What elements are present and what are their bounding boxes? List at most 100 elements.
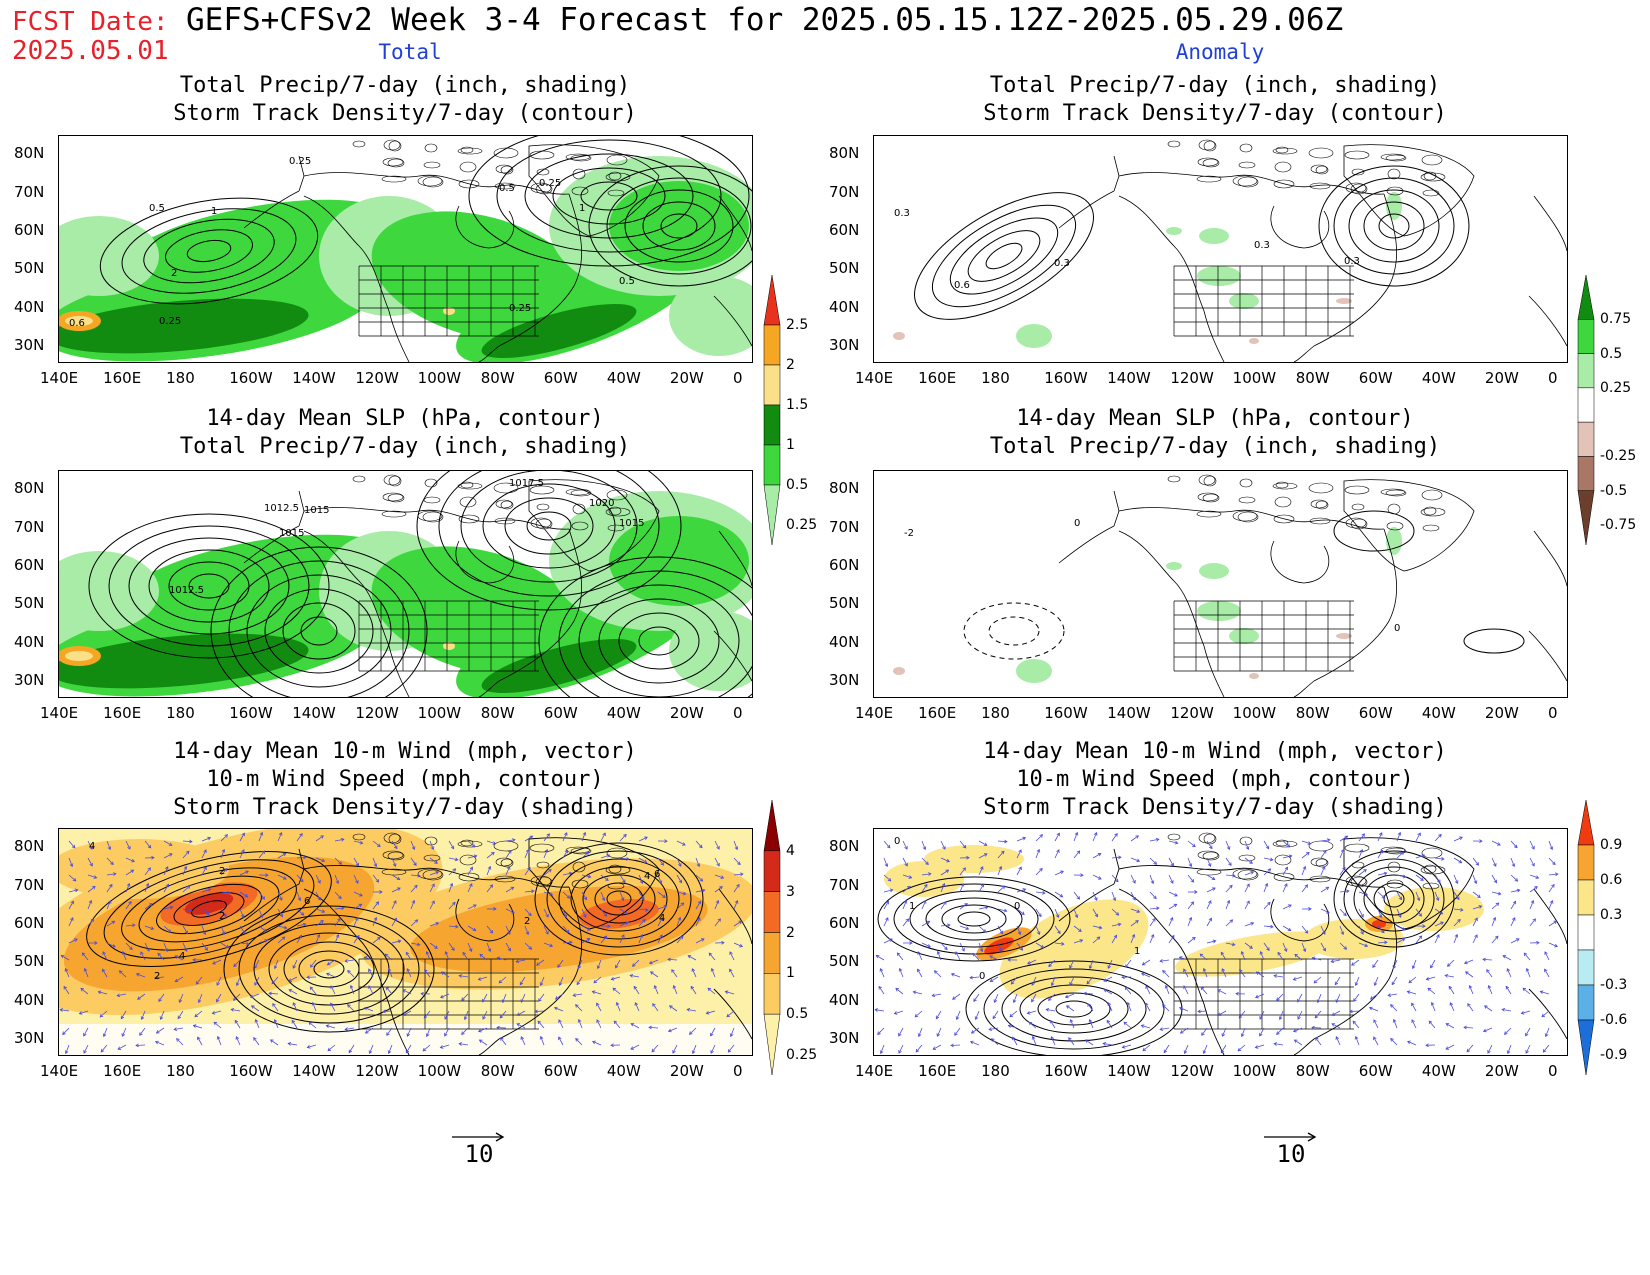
colorbar-tick-label: -0.6	[1600, 1012, 1628, 1028]
latitude-label: 80N	[829, 144, 860, 163]
colorbar-swatch	[763, 484, 781, 546]
latitude-label: 30N	[14, 1029, 45, 1048]
vector-reference-arrow-right	[1262, 1128, 1320, 1147]
colorbar-swatch	[1577, 490, 1595, 546]
contour-label: 0.3	[894, 208, 910, 219]
longitude-label: 140W	[292, 369, 336, 387]
contour-label: 0.25	[159, 316, 181, 327]
panel6-title-line3: Storm Track Density/7-day (shading)	[983, 795, 1447, 820]
colorbar-precip-anomaly: 0.75 0.5 0.25 -0.25 -0.5 -0.75	[1576, 275, 1650, 555]
contour-label: 0.25	[509, 303, 531, 314]
longitude-label: 140W	[292, 704, 336, 722]
longitude-label: 160E	[918, 1062, 957, 1080]
contour-label: 0.3	[1344, 256, 1360, 267]
longitude-label: 180	[166, 704, 195, 722]
longitude-label: 0	[1548, 704, 1558, 722]
longitude-label: 0	[1548, 1062, 1558, 1080]
contour-label: 6	[654, 869, 660, 880]
longitude-label: 120W	[355, 1062, 399, 1080]
colorbar-tick-label: 0.5	[1600, 345, 1623, 362]
contour-label: 0	[1014, 901, 1020, 912]
map-panel-precip-anomaly: 0.3 0.3 0.6 0.3 0.3	[873, 135, 1568, 363]
longitude-label: 160E	[103, 369, 142, 387]
map-panel-slp-anomaly: 0 -2 0	[873, 470, 1568, 698]
column-header-anomaly: Anomaly	[1175, 40, 1265, 64]
contour-label: 1	[1134, 946, 1140, 957]
column-header-total: Total	[378, 40, 442, 64]
longitude-label: 40W	[606, 704, 641, 722]
colorbar-tick-label: 1.5	[786, 397, 809, 413]
contour-label: 2	[524, 916, 530, 927]
latitude-label: 30N	[14, 671, 45, 690]
latitude-label: 70N	[829, 875, 860, 894]
longitude-label: 120W	[355, 704, 399, 722]
colorbar-swatch	[1577, 387, 1595, 423]
latitude-label: 70N	[14, 875, 45, 894]
panel3-title-line1: 14-day Mean SLP (hPa, contour)	[206, 406, 604, 431]
panel2-title-line1: Total Precip/7-day (inch, shading)	[989, 73, 1441, 98]
longitude-label: 60W	[543, 369, 578, 387]
colorbar-tick-label: 0.75	[1600, 311, 1632, 328]
longitude-label: 100W	[1232, 704, 1277, 722]
longitude-label: 20W	[1484, 1062, 1519, 1080]
latitude-label: 60N	[829, 220, 860, 239]
map-panel-wind-anomaly: 0 1 0 0 1	[873, 828, 1568, 1056]
colorbar-tick-label: 0.5	[786, 1006, 809, 1023]
colorbar-tick-label: -0.75	[1600, 517, 1637, 533]
map-panel-precip-total: 0.25 0.5 1 0.5 0.25 1 2 0.5 0.6 0.25 0.25	[58, 135, 753, 363]
longitude-label: 100W	[417, 369, 462, 387]
latitude-label: 80N	[829, 479, 860, 498]
longitude-label: 140E	[40, 369, 79, 387]
latitude-label: 70N	[14, 182, 45, 201]
vector-reference-arrow-left	[450, 1128, 508, 1147]
latitude-label: 60N	[14, 220, 45, 239]
longitude-label: 120W	[1170, 1062, 1214, 1080]
longitude-label: 160W	[1044, 704, 1088, 722]
colorbar-swatch	[1577, 1019, 1595, 1076]
longitude-label: 180	[166, 369, 195, 387]
longitude-label: 100W	[417, 1062, 462, 1080]
contour-label: 1012.5	[169, 585, 204, 596]
contour-label: 2	[219, 866, 225, 877]
longitude-label: 0	[733, 369, 743, 387]
latitude-label: 70N	[14, 517, 45, 536]
contour-label: -2	[904, 528, 914, 539]
contour-label: 0.3	[1054, 258, 1070, 269]
colorbar-swatch	[763, 364, 781, 406]
longitude-label: 40W	[606, 1062, 641, 1080]
contour-label: 0.6	[954, 280, 970, 291]
colorbar-tick-label: -0.25	[1600, 448, 1637, 465]
colorbar-tick-label: 0.6	[1600, 872, 1623, 888]
contour-label: 0	[979, 971, 985, 982]
latitude-label: 40N	[14, 632, 45, 651]
colorbar-swatch	[1577, 914, 1595, 951]
longitude-label: 160W	[229, 704, 273, 722]
colorbar-swatch	[1577, 844, 1595, 881]
vector-reference-value-left: 10	[464, 1140, 494, 1168]
contour-label: 0.5	[619, 276, 635, 287]
contour-label: 1	[211, 206, 217, 217]
panel5-title-line2: 10-m Wind Speed (mph, contour)	[206, 767, 604, 792]
colorbar-tick-label: 0.25	[786, 517, 818, 533]
colorbar-precip-total: 2.5 2 1.5 1 0.5 0.25	[762, 275, 822, 555]
latitude-label: 30N	[829, 336, 860, 355]
colorbar-swatch	[763, 275, 781, 326]
longitude-label: 160W	[229, 369, 273, 387]
panel6-title-line1: 14-day Mean 10-m Wind (mph, vector)	[983, 739, 1447, 764]
panel5-title-line3: Storm Track Density/7-day (shading)	[173, 795, 637, 820]
contour-label: 1015	[279, 528, 304, 539]
longitude-label: 160W	[1044, 369, 1088, 387]
latitude-label: 70N	[829, 517, 860, 536]
colorbar-tick-label: 1	[786, 437, 795, 453]
colorbar-swatch	[1577, 879, 1595, 916]
longitude-label: 40W	[606, 369, 641, 387]
panel1-title-line1: Total Precip/7-day (inch, shading)	[179, 73, 631, 98]
colorbar-tick-label: -0.9	[1600, 1047, 1628, 1063]
longitude-label: 80W	[1295, 704, 1330, 722]
latitude-label: 50N	[829, 952, 860, 971]
longitude-label: 120W	[1170, 704, 1214, 722]
colorbar-storm-anomaly: 0.9 0.6 0.3 -0.3 -0.6 -0.9	[1576, 800, 1650, 1085]
colorbar-tick-label: 1	[786, 965, 795, 982]
colorbar-swatch	[763, 891, 781, 933]
colorbar-swatch	[763, 973, 781, 1015]
